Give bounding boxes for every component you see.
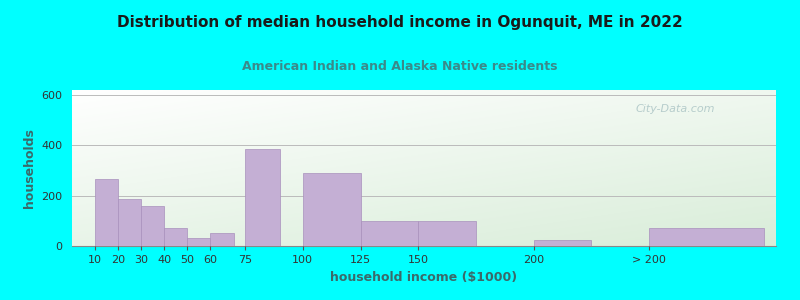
Bar: [303, 173, 361, 246]
Bar: [210, 233, 234, 246]
Bar: [361, 221, 418, 246]
Text: City-Data.com: City-Data.com: [635, 104, 714, 114]
Y-axis label: households: households: [22, 128, 35, 208]
Bar: [187, 238, 210, 246]
Bar: [142, 206, 164, 246]
Text: American Indian and Alaska Native residents: American Indian and Alaska Native reside…: [242, 60, 558, 73]
Bar: [245, 149, 280, 246]
Bar: [164, 228, 187, 246]
Bar: [649, 228, 765, 246]
Bar: [118, 200, 142, 246]
Bar: [418, 221, 476, 246]
Bar: [95, 179, 118, 246]
Text: Distribution of median household income in Ogunquit, ME in 2022: Distribution of median household income …: [117, 15, 683, 30]
Bar: [534, 240, 591, 246]
X-axis label: household income ($1000): household income ($1000): [330, 271, 518, 284]
